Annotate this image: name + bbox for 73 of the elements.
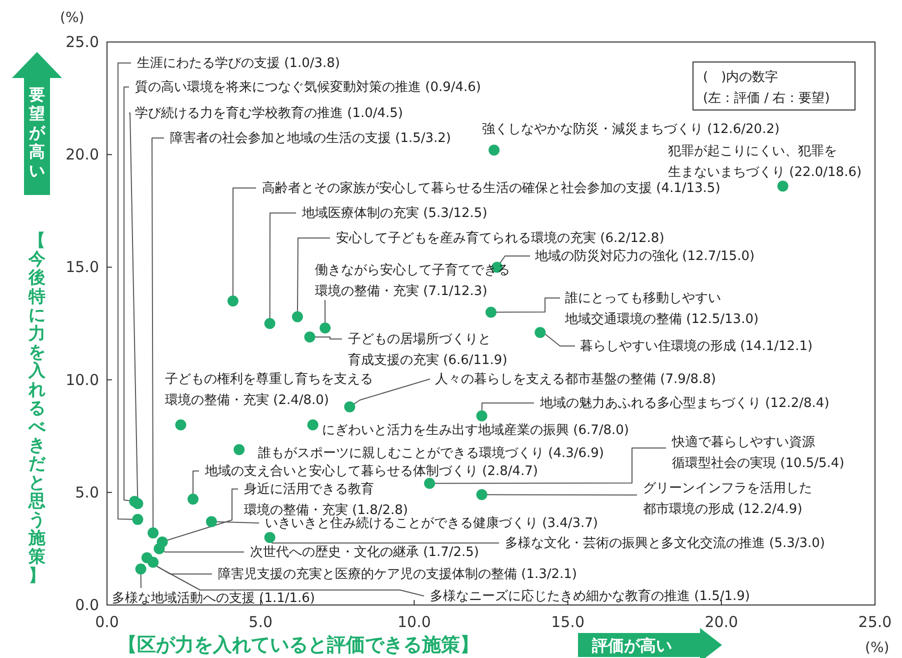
annotation: 地域医療体制の充実 (5.3/12.5) — [301, 205, 488, 221]
annotation: 障害児支援の充実と医療的ケア児の支援体制の整備 (1.3/2.1) — [218, 566, 578, 582]
annotation: 身近に活用できる教育環境の整備・充実 (1.8/2.8) — [244, 481, 408, 518]
point — [320, 322, 331, 334]
point — [148, 556, 159, 568]
point — [154, 543, 165, 554]
annotation: 高齢者とその家族が安心して暮らせる生活の確保と社会参加の支援 (4.1/13.5) — [262, 180, 720, 196]
text: 評価が高い — [591, 636, 672, 655]
point — [175, 419, 186, 430]
y-tick-label: 15.0 — [66, 258, 99, 276]
text: 要望が高い — [28, 85, 46, 180]
annotation: 地域の支え合いと安心して暮らせる体制づくり (2.8/4.7) — [204, 463, 538, 479]
annotation: 多様な文化・芸術の振興と多文化交流の推進 (5.3/3.0) — [505, 535, 826, 551]
x-tick-label: 10.0 — [397, 613, 431, 631]
annotation: 地域の魅力あふれる多心型まちづくり (12.2/8.4) — [539, 395, 830, 411]
annotation: ( )内の数字 (左：評価 / 右：要望) — [703, 69, 830, 106]
point — [292, 311, 303, 322]
text: (%) — [865, 640, 890, 656]
point — [777, 180, 788, 192]
x-tick-label: 0.0 — [95, 613, 119, 631]
point — [227, 295, 238, 306]
annotation: 質の高い環境を将来につなぐ気候変動対策の推進 (0.9/4.6) — [135, 79, 482, 95]
x-tick-label: 5.0 — [248, 613, 273, 631]
annotation: 生涯にわたる学びの支援 (1.0/3.8) — [137, 56, 340, 71]
point — [135, 563, 146, 574]
annotation: 誰にとっても移動しやすい地域交通環境の整備 (12.5/13.0) — [564, 291, 759, 327]
point — [424, 478, 436, 489]
text: 【今後特に力を入れるべきだと思う施策】 — [28, 231, 46, 586]
annotation: 子どもの権利を尊重し育ちを支える環境の整備・充実 (2.4/8.0) — [165, 371, 373, 408]
point — [132, 498, 144, 510]
point — [476, 410, 488, 422]
y-tick-label: 20.0 — [66, 146, 99, 164]
text: (%) — [60, 10, 84, 26]
annotation: 次世代への歴史・文化の継承 (1.7/2.5) — [250, 545, 480, 560]
point — [486, 306, 496, 318]
annotation: 安心して子どもを産み育てられる環境の充実 (6.2/12.8) — [336, 230, 664, 246]
point — [188, 494, 199, 505]
point — [148, 527, 159, 538]
annotation: 障害者の社会参加と地域の生活の支援 (1.5/3.2) — [170, 130, 452, 146]
point — [307, 419, 318, 430]
annotation: 強くしなやかな防災・減災まちづくり (12.6/20.2) — [482, 122, 780, 137]
annotation: 暮らしやすい住環境の形成 (14.1/12.1) — [580, 338, 813, 354]
annotation: 働きながら安心して子育てできる環境の整備・充実 (7.1/12.3) — [315, 262, 510, 299]
annotation: 子どもの居場所づくりと育成支援の充実 (6.6/11.9) — [348, 332, 508, 368]
annotation: 学び続ける力を育む学校教育の推進 (1.0/4.5) — [135, 105, 404, 121]
annotation: いきいきと住み続けることができる健康づくり (3.4/3.7) — [265, 516, 598, 531]
annotation: 快適で暮らしやすい資源循環型社会の実現 (10.5/5.4) — [671, 434, 844, 471]
point — [488, 144, 500, 156]
point — [304, 332, 316, 343]
x-tick-label: 25.0 — [858, 613, 892, 631]
y-tick-label: 0.0 — [75, 596, 99, 614]
point — [476, 489, 488, 500]
point — [206, 516, 217, 528]
x-axis-title: 【区が力を入れていると評価できる施策】 — [118, 634, 479, 656]
annotation: グリーンインフラを活用した都市環境の形成 (12.2/4.9) — [643, 481, 812, 517]
point — [234, 444, 245, 456]
annotation: 地域の防災対応力の強化 (12.7/15.0) — [534, 248, 755, 264]
y-tick-label: 5.0 — [75, 483, 99, 502]
annotation: 誰もがスポーツに親しむことができる環境づくり (4.3/6.9) — [258, 445, 604, 461]
point — [534, 327, 546, 338]
annotation: 多様な地域活動への支援 (1.1/1.6) — [112, 591, 316, 606]
annotation: 犯罪が起こりにくい、犯罪を生まないまちづくり (22.0/18.6) — [668, 144, 862, 180]
y-tick-label: 25.0 — [66, 33, 99, 51]
y-tick-label: 10.0 — [66, 370, 99, 389]
point — [264, 318, 276, 329]
annotation: にぎわいと活力を生み出す地域産業の振興 (6.7/8.0) — [322, 422, 630, 438]
point — [344, 401, 356, 412]
annotation: 多様なニーズに応じたきめ細かな教育の推進 (1.5/1.9) — [430, 588, 750, 604]
x-tick-label: 15.0 — [551, 613, 585, 631]
x-tick-label: 20.0 — [704, 613, 738, 631]
point — [132, 514, 144, 525]
point — [264, 532, 276, 543]
annotation: 人々の暮らしを支える都市基盤の整備 (7.9/8.8) — [435, 372, 716, 387]
